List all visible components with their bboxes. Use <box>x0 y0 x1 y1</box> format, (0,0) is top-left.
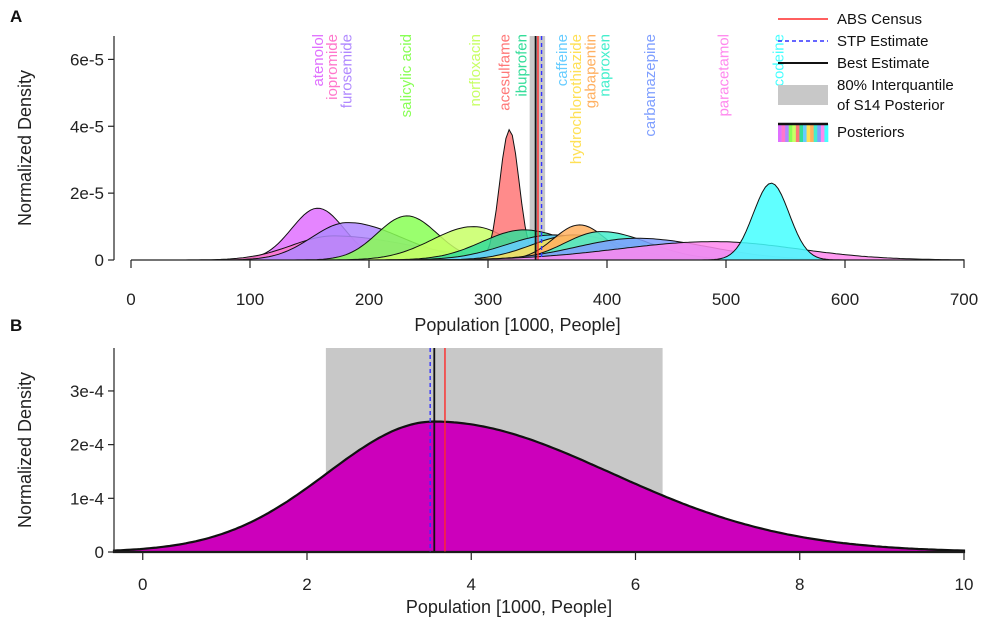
drug-label-gabapentin: gabapentin <box>582 34 599 108</box>
drug-label-paracetamol: paracetamol <box>716 34 733 117</box>
y-tick-label: 3e-4 <box>70 382 104 401</box>
axes-a: 0 2e-5 4e-5 6e-5 0 100 200 300 400 500 600 700 <box>70 36 978 309</box>
x-tick-label: 200 <box>355 290 383 309</box>
legend-posteriors-swatch-segment <box>799 124 804 142</box>
drug-label-hydrochlorothiazide: hydrochlorothiazide <box>568 34 585 164</box>
legend-posteriors-swatch-segment <box>810 124 815 142</box>
legend-posteriors-swatch-segment <box>778 124 782 142</box>
y-axis-label-a: Normalized Density <box>15 70 35 226</box>
legend-posteriors-swatch-segment <box>820 124 825 142</box>
x-axis-label-a: Population [1000, People] <box>414 315 620 335</box>
legend-posteriors-swatch-segment <box>817 124 822 142</box>
drug-label-salicylic-acid: salicylic acid <box>398 34 415 117</box>
legend-interquantile-label-1: 80% Interquantile <box>837 77 954 94</box>
axes-b: 0 1e-4 2e-4 3e-4 0 2 4 6 8 10 <box>70 348 973 594</box>
legend-posteriors-label: Posteriors <box>837 124 905 141</box>
legend-posteriors-swatch-segment <box>781 124 786 142</box>
x-tick-label: 500 <box>712 290 740 309</box>
x-tick-label: 6 <box>631 575 640 594</box>
drug-label-ibuprofen: ibuprofen <box>513 34 530 97</box>
x-tick-label: 600 <box>831 290 859 309</box>
drug-label-codeine: codeine <box>770 34 787 87</box>
x-tick-label: 700 <box>950 290 978 309</box>
legend-interquantile-label-2: of S14 Posterior <box>837 97 945 114</box>
posterior-curve-b <box>112 420 966 554</box>
x-axis-label-b: Population [1000, People] <box>406 597 612 617</box>
legend-abs-census-label: ABS Census <box>837 11 922 28</box>
legend-posteriors-swatch <box>778 122 829 142</box>
x-tick-label: 100 <box>236 290 264 309</box>
x-tick-label: 4 <box>467 575 476 594</box>
legend-posteriors-swatch-segment <box>792 124 797 142</box>
panel-b-letter: B <box>10 316 22 335</box>
legend-posteriors-swatch-segment <box>813 124 818 142</box>
y-axis-label-b: Normalized Density <box>15 372 35 528</box>
drug-label-iopromide: iopromide <box>324 34 341 100</box>
drug-label-norfloxacin: norfloxacin <box>467 34 484 107</box>
y-tick-label: 6e-5 <box>70 50 104 69</box>
posterior-curves-a <box>131 128 965 261</box>
panel-a-letter: A <box>10 7 22 26</box>
drug-label-acesulfame: acesulfame <box>497 34 514 111</box>
y-tick-label: 1e-4 <box>70 489 104 508</box>
y-tick-label: 4e-5 <box>70 117 104 136</box>
panel-b: B 0 1e-4 2e-4 3e-4 0 2 4 6 8 10 Population [1000,… <box>10 316 973 617</box>
drug-label-carbamazepine: carbamazepine <box>642 34 659 137</box>
drug-label-caffeine: caffeine <box>554 34 571 86</box>
y-tick-label: 2e-5 <box>70 184 104 203</box>
posterior-curve-posterior <box>112 420 966 554</box>
x-tick-label: 2 <box>302 575 311 594</box>
legend-posteriors-swatch-segment <box>785 124 790 142</box>
x-tick-label: 300 <box>474 290 502 309</box>
y-tick-label: 2e-4 <box>70 436 104 455</box>
legend-best-estimate-label: Best Estimate <box>837 55 930 72</box>
legend-interquantile-swatch <box>778 85 828 105</box>
drug-label-atenolol: atenolol <box>310 34 327 87</box>
y-tick-label: 0 <box>95 543 104 562</box>
estimate-lines-a <box>534 36 543 260</box>
y-tick-label: 0 <box>95 251 104 270</box>
estimate-lines-b <box>429 348 446 552</box>
x-tick-label: 0 <box>126 290 135 309</box>
legend-posteriors-swatch-segment <box>788 124 793 142</box>
x-tick-label: 8 <box>795 575 804 594</box>
x-tick-label: 400 <box>593 290 621 309</box>
x-tick-label: 10 <box>955 575 974 594</box>
legend-stp-estimate-label: STP Estimate <box>837 33 928 50</box>
drug-label-naproxen: naproxen <box>597 34 614 97</box>
drug-label-furosemide: furosemide <box>338 34 355 108</box>
legend: ABS Census STP Estimate Best Estimate 80… <box>778 11 954 142</box>
legend-posteriors-swatch-segment <box>795 124 800 142</box>
legend-posteriors-swatch-segment <box>824 124 829 142</box>
legend-posteriors-swatch-segment <box>803 124 807 142</box>
x-tick-label: 0 <box>138 575 147 594</box>
legend-posteriors-swatch-segment <box>806 124 811 142</box>
